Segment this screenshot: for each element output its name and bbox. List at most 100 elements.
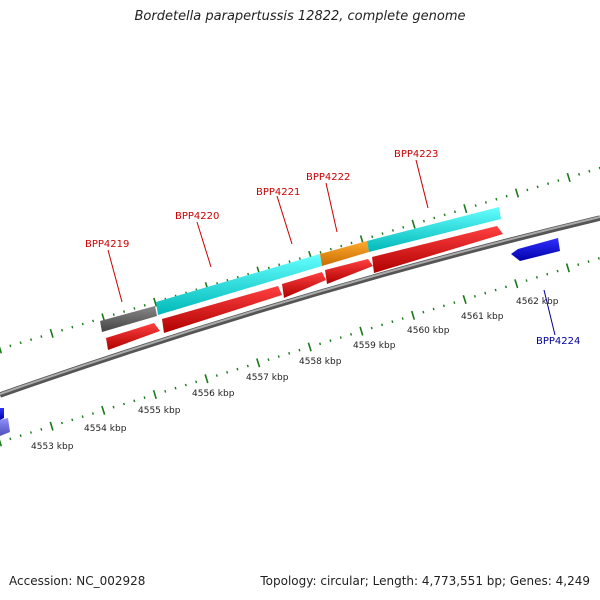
cds-bpp4219 xyxy=(106,323,160,350)
inner-tick-track xyxy=(0,256,600,447)
inner-tick xyxy=(101,405,106,415)
outer-tick xyxy=(40,335,43,338)
outer-tick xyxy=(61,328,64,332)
outer-tick xyxy=(329,247,332,251)
outer-tick xyxy=(453,210,456,214)
inner-tick xyxy=(587,260,590,263)
scale-label: 4557 kbp xyxy=(246,373,289,383)
outer-tick xyxy=(411,219,416,229)
inner-tick xyxy=(494,288,497,292)
cog-block-violet xyxy=(0,418,10,436)
outer-tick xyxy=(298,257,301,260)
outer-tick xyxy=(153,297,158,307)
gene-label: BPP4220 xyxy=(175,211,219,222)
leader-bpp4223 xyxy=(415,159,429,209)
inner-tick xyxy=(298,348,301,352)
outer-tick xyxy=(484,201,487,204)
scale-label: 4562 kbp xyxy=(516,297,559,307)
outer-tick xyxy=(81,322,84,326)
inner-tick xyxy=(246,364,249,368)
outer-tick xyxy=(0,346,3,354)
inner-tick xyxy=(359,326,364,336)
inner-tick xyxy=(71,418,74,422)
outer-tick xyxy=(267,266,270,270)
outer-tick xyxy=(247,272,250,276)
genome-backbone-highlight xyxy=(0,216,600,395)
inner-tick xyxy=(60,421,63,425)
inner-tick xyxy=(329,339,332,343)
inner-tick xyxy=(370,326,373,330)
inner-tick xyxy=(504,285,507,289)
outer-tick xyxy=(391,229,394,232)
outer-tick xyxy=(566,172,571,183)
outer-tick xyxy=(578,172,581,176)
gene-label: BPP4221 xyxy=(256,187,300,198)
outer-tick xyxy=(123,310,126,313)
inner-tick xyxy=(401,317,404,320)
outer-tick xyxy=(514,188,520,198)
inner-tick xyxy=(81,415,84,419)
cog-block-orange xyxy=(320,241,369,266)
inner-tick xyxy=(143,396,146,400)
inner-tick xyxy=(514,279,519,289)
outer-tick xyxy=(422,219,425,223)
cds-offscreen-left xyxy=(0,408,4,420)
inner-tick xyxy=(152,389,157,400)
outer-tick xyxy=(557,179,560,182)
outer-tick xyxy=(526,188,529,192)
cds-bpp4224 xyxy=(511,238,560,261)
gene-label: BPP4219 xyxy=(85,239,129,250)
cds-bpp4222 xyxy=(325,259,373,284)
outer-tick xyxy=(288,260,291,264)
outer-tick xyxy=(19,341,22,345)
accession-text: Accession: NC_002928 xyxy=(9,574,146,588)
outer-tick xyxy=(536,185,539,189)
inner-tick xyxy=(164,389,167,393)
outer-tick xyxy=(71,325,74,329)
scale-label: 4553 kbp xyxy=(31,442,74,452)
outer-tick xyxy=(319,250,322,254)
inner-tick xyxy=(133,399,136,403)
scale-label: 4554 kbp xyxy=(84,424,127,434)
inner-tick xyxy=(19,434,22,438)
outer-tick xyxy=(143,303,146,307)
inner-tick xyxy=(546,272,549,276)
cds-reverse-track xyxy=(0,238,560,420)
leader-bpp4219 xyxy=(107,249,123,303)
outer-tick xyxy=(463,204,468,214)
outer-tick xyxy=(340,244,343,248)
gene-label: BPP4222 xyxy=(306,172,350,183)
inner-tick xyxy=(195,380,198,384)
leader-bpp4220 xyxy=(196,221,212,268)
inner-tick xyxy=(577,263,580,267)
inner-tick xyxy=(122,402,125,406)
cog-track xyxy=(0,207,501,436)
inner-tick xyxy=(288,351,291,355)
inner-tick xyxy=(112,405,115,409)
inner-tick xyxy=(40,427,43,431)
inner-tick xyxy=(462,294,467,305)
leader-bpp4222 xyxy=(325,182,338,233)
outer-tick xyxy=(371,235,374,239)
inner-tick xyxy=(319,342,322,346)
inner-tick xyxy=(422,310,425,314)
inner-tick xyxy=(277,355,280,358)
outer-tick xyxy=(495,197,498,201)
inner-tick xyxy=(381,323,384,327)
scale-label: 4560 kbp xyxy=(407,326,450,336)
outer-tick xyxy=(9,344,12,348)
cds-bpp4223 xyxy=(372,226,503,273)
inner-tick xyxy=(29,431,32,434)
outer-tick xyxy=(381,232,384,235)
scale-label: 4561 kbp xyxy=(461,312,504,322)
inner-tick xyxy=(256,358,261,368)
inner-tick xyxy=(525,279,528,282)
outer-tick xyxy=(30,338,33,342)
inner-tick xyxy=(307,342,312,352)
cog-block-grey xyxy=(100,306,157,332)
outer-tick xyxy=(350,241,353,245)
inner-tick xyxy=(267,358,270,362)
cog-block-cyan-left xyxy=(156,254,322,315)
gene-labels: BPP4219 BPP4220 BPP4221 BPP4222 BPP4223 … xyxy=(85,149,580,347)
